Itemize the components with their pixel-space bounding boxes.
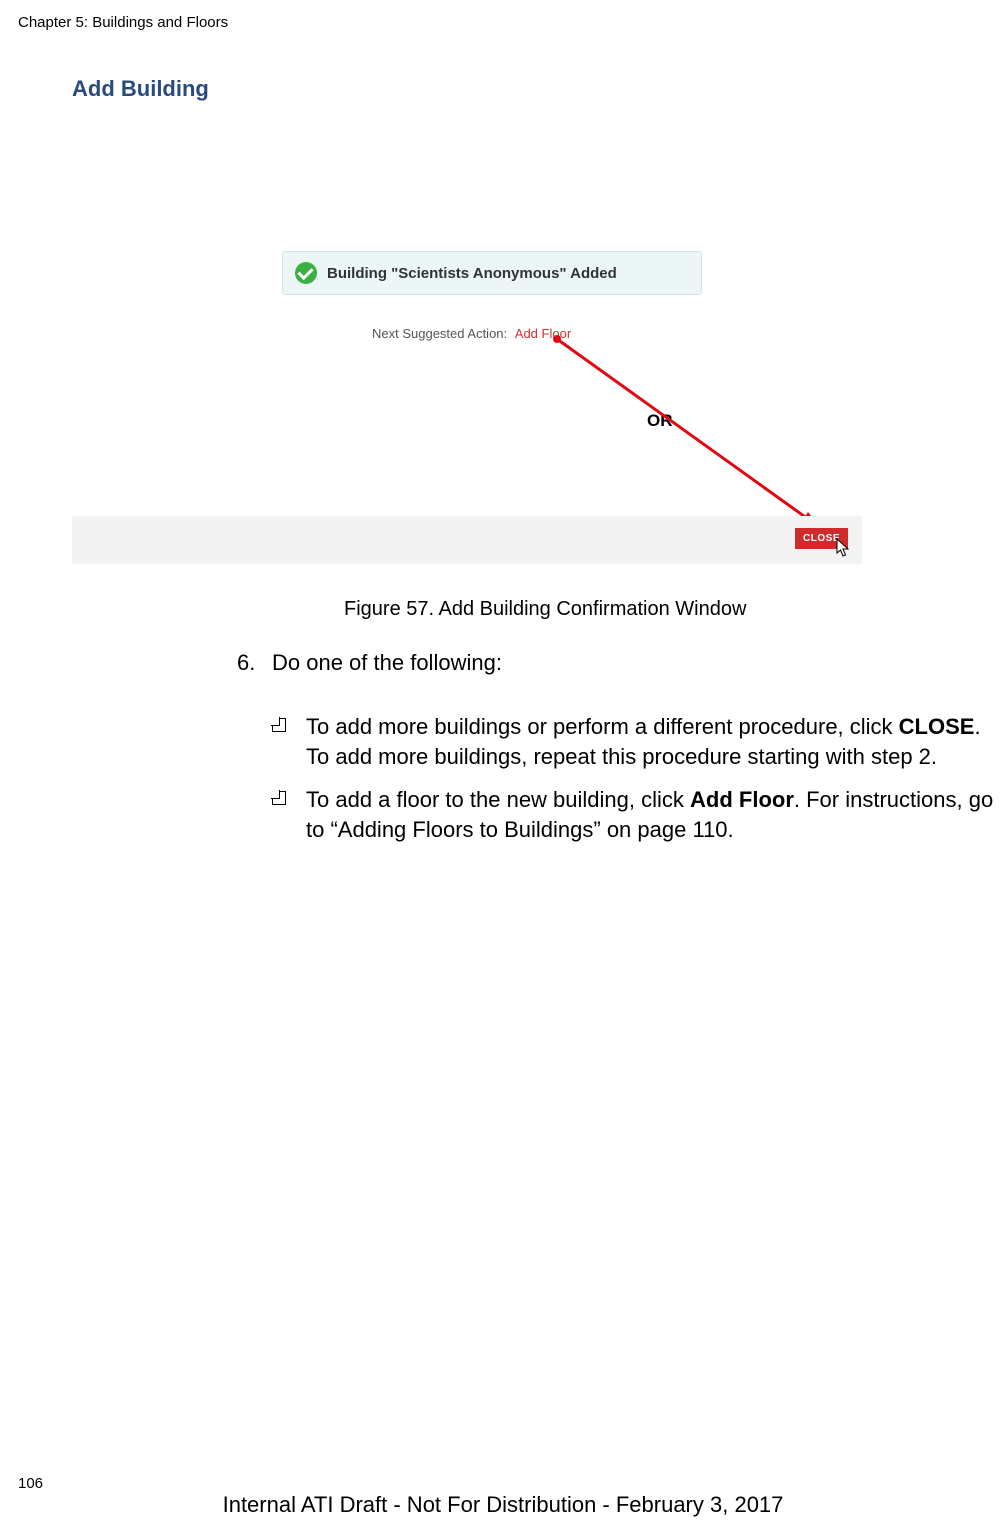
figure-caption: Figure 57. Add Building Confirmation Win… [344,598,746,621]
bullet-pre: To add a floor to the new building, clic… [306,787,690,812]
page-number: 106 [18,1475,43,1492]
check-icon [295,262,317,284]
screenshot-figure: Add Building Building "Scientists Anonym… [72,76,872,566]
callout-arrow [552,334,852,544]
bullet-list: To add more buildings or perform a diffe… [272,712,996,859]
running-header: Chapter 5: Buildings and Floors [18,14,228,31]
bullet-icon [272,718,286,732]
bullet-pre: To add more buildings or perform a diffe… [306,714,899,739]
list-item: To add more buildings or perform a diffe… [272,712,996,771]
bullet-text: To add more buildings or perform a diffe… [306,712,996,771]
next-action-label: Next Suggested Action: [372,326,507,341]
or-text: OR [647,411,673,431]
dialog-title: Add Building [72,76,872,102]
step-number: 6. [237,650,255,676]
add-floor-link[interactable]: Add Floor [515,326,571,341]
dialog-footer-bar: CLOSE [72,516,862,564]
next-action-row: Next Suggested Action: Add Floor [372,326,571,341]
list-item: To add a floor to the new building, clic… [272,785,996,844]
step-text: Do one of the following: [272,650,502,676]
alert-text: Building "Scientists Anonymous" Added [327,265,617,282]
success-alert: Building "Scientists Anonymous" Added [282,251,702,295]
footer-disclaimer: Internal ATI Draft - Not For Distributio… [0,1492,1006,1518]
cursor-icon [836,538,852,558]
bullet-text: To add a floor to the new building, clic… [306,785,996,844]
bullet-bold: CLOSE [899,714,975,739]
bullet-bold: Add Floor [690,787,794,812]
bullet-icon [272,791,286,805]
